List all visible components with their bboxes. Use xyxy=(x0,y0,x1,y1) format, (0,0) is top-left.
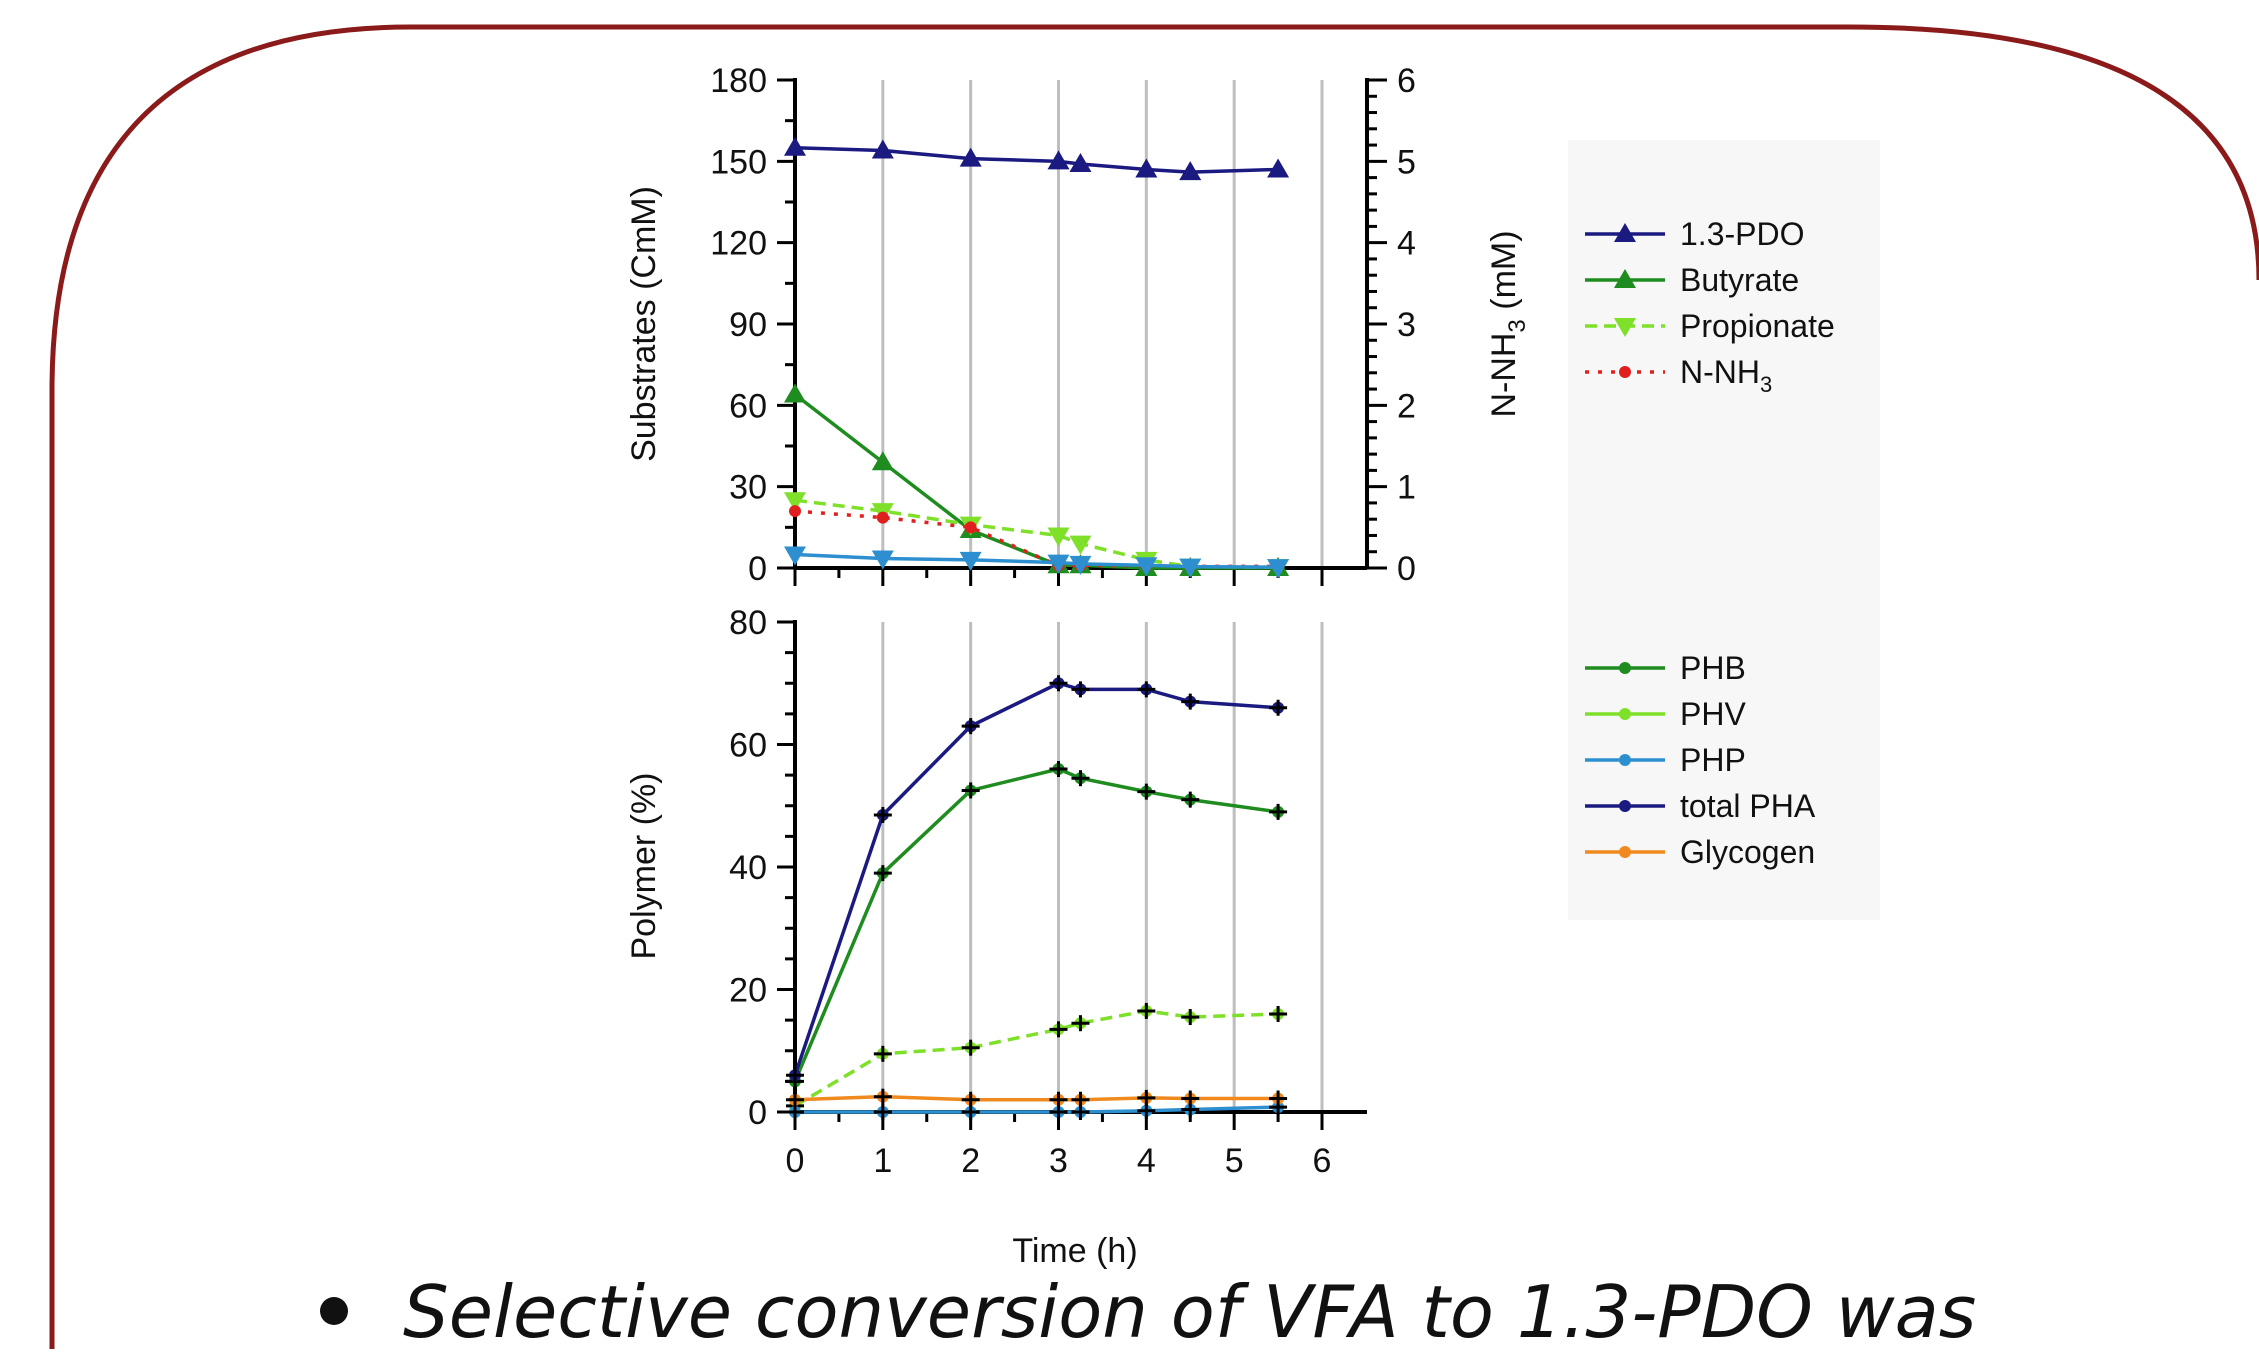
bullet-icon xyxy=(320,1297,348,1326)
legend-marker xyxy=(1614,223,1636,242)
y-tick-label-left: 0 xyxy=(748,550,767,588)
series-line-top xyxy=(794,498,1279,569)
data-point-top xyxy=(784,383,806,403)
legend-label: PHP xyxy=(1680,742,1746,778)
y-tick-label-left: 30 xyxy=(729,469,767,507)
legend-marker xyxy=(1614,318,1636,337)
data-point-top xyxy=(789,505,801,518)
legend-marker xyxy=(1619,754,1631,766)
legend-background xyxy=(1568,140,1880,920)
x-tick-label: 4 xyxy=(1137,1142,1156,1180)
legend-item-top: 1.3-PDO xyxy=(1585,216,1804,252)
legend-marker xyxy=(1619,366,1631,378)
series-line-bottom xyxy=(794,1009,1279,1108)
x-tick-label: 3 xyxy=(1049,1142,1068,1180)
legend-item-bottom: Glycogen xyxy=(1585,834,1815,870)
y-axis-title-right: N-NH3 (mM) xyxy=(1485,230,1531,417)
y-tick-label-bottom: 80 xyxy=(729,604,767,642)
legend-label: PHB xyxy=(1680,650,1746,686)
data-point-top xyxy=(1069,153,1092,173)
data-point-top xyxy=(959,551,982,571)
legend-item-bottom: total PHA xyxy=(1585,788,1816,824)
legend-label: Glycogen xyxy=(1680,834,1815,870)
data-point-top xyxy=(784,136,806,156)
y-tick-label-left: 60 xyxy=(729,387,767,425)
data-point-top xyxy=(784,546,806,566)
series-line-top xyxy=(793,393,1279,570)
legend-item-bottom: PHV xyxy=(1585,696,1746,732)
y-tick-label-right: 0 xyxy=(1397,550,1416,588)
caption-bullet: Selective conversion of VFA to 1.3-PDO w… xyxy=(320,1270,2220,1354)
data-point-top xyxy=(871,139,894,159)
y-tick-label-left: 120 xyxy=(710,225,767,263)
y-axis-title-left: Substrates (CmM) xyxy=(625,186,663,462)
data-point-top xyxy=(1179,161,1202,181)
y-tick-label-left: 180 xyxy=(710,62,767,100)
series-line-bottom xyxy=(794,1094,1279,1102)
series-line-top xyxy=(794,146,1279,174)
y-tick-label-right: 5 xyxy=(1397,143,1416,181)
legend-label: 1.3-PDO xyxy=(1680,216,1804,252)
y-tick-label-right: 4 xyxy=(1397,225,1416,263)
y-tick-label-right: 3 xyxy=(1397,306,1416,344)
legend-marker xyxy=(1619,708,1631,720)
y-axis-title-bottom: Polymer (%) xyxy=(625,772,663,959)
x-axis-title: Time (h) xyxy=(1012,1232,1137,1270)
legend-item-top: Propionate xyxy=(1585,308,1835,344)
y-tick-label-left: 90 xyxy=(729,306,767,344)
data-point-top xyxy=(959,147,982,167)
legend-label: Butyrate xyxy=(1680,262,1799,298)
y-tick-label-left: 150 xyxy=(710,143,767,181)
data-point-top xyxy=(1179,558,1202,578)
data-point-top xyxy=(1047,150,1070,170)
y-tick-label-right: 6 xyxy=(1397,62,1416,100)
y-tick-label-right: 1 xyxy=(1397,469,1416,507)
x-tick-label: 6 xyxy=(1313,1142,1332,1180)
legend-item-top: N-NH3 xyxy=(1585,354,1772,397)
data-point-top xyxy=(1267,158,1290,178)
x-tick-label: 0 xyxy=(786,1142,805,1180)
legend-label: total PHA xyxy=(1680,788,1816,824)
y-tick-label-right: 2 xyxy=(1397,387,1416,425)
legend-marker xyxy=(1619,662,1631,674)
legend-label: Propionate xyxy=(1680,308,1835,344)
legend-item-bottom: PHP xyxy=(1585,742,1746,778)
legend-marker xyxy=(1614,269,1636,288)
y-tick-label-bottom: 20 xyxy=(729,972,767,1010)
legend-label: PHV xyxy=(1680,696,1746,732)
series-line-bottom xyxy=(793,681,1279,1076)
data-point-top xyxy=(1047,554,1070,574)
x-tick-label: 2 xyxy=(961,1142,980,1180)
legend-item-bottom: PHB xyxy=(1585,650,1746,686)
legend-marker xyxy=(1619,800,1631,812)
legend-marker xyxy=(1619,846,1631,858)
rounded-border xyxy=(49,24,2259,1349)
legend-item-top: Butyrate xyxy=(1585,262,1799,298)
x-tick-label: 1 xyxy=(873,1142,892,1180)
legend-label: N-NH3 xyxy=(1680,354,1772,397)
data-point-top xyxy=(876,511,889,524)
data-point-top xyxy=(964,521,977,534)
data-point-top xyxy=(1135,158,1158,178)
data-point-top xyxy=(1267,559,1290,579)
y-tick-label-bottom: 0 xyxy=(748,1094,767,1132)
data-point-top xyxy=(1047,527,1070,547)
y-tick-label-bottom: 60 xyxy=(729,727,767,765)
data-point-top xyxy=(871,550,894,570)
data-point-top xyxy=(871,451,894,471)
data-point-top xyxy=(1069,535,1092,555)
data-point-top xyxy=(1135,557,1158,577)
y-tick-label-bottom: 40 xyxy=(729,849,767,887)
caption-text: Selective conversion of VFA to 1.3-PDO w… xyxy=(403,1270,1977,1354)
data-point-top xyxy=(1069,555,1092,575)
series-line-top xyxy=(794,552,1279,569)
x-tick-label: 5 xyxy=(1225,1142,1244,1180)
data-point-top xyxy=(784,492,806,512)
